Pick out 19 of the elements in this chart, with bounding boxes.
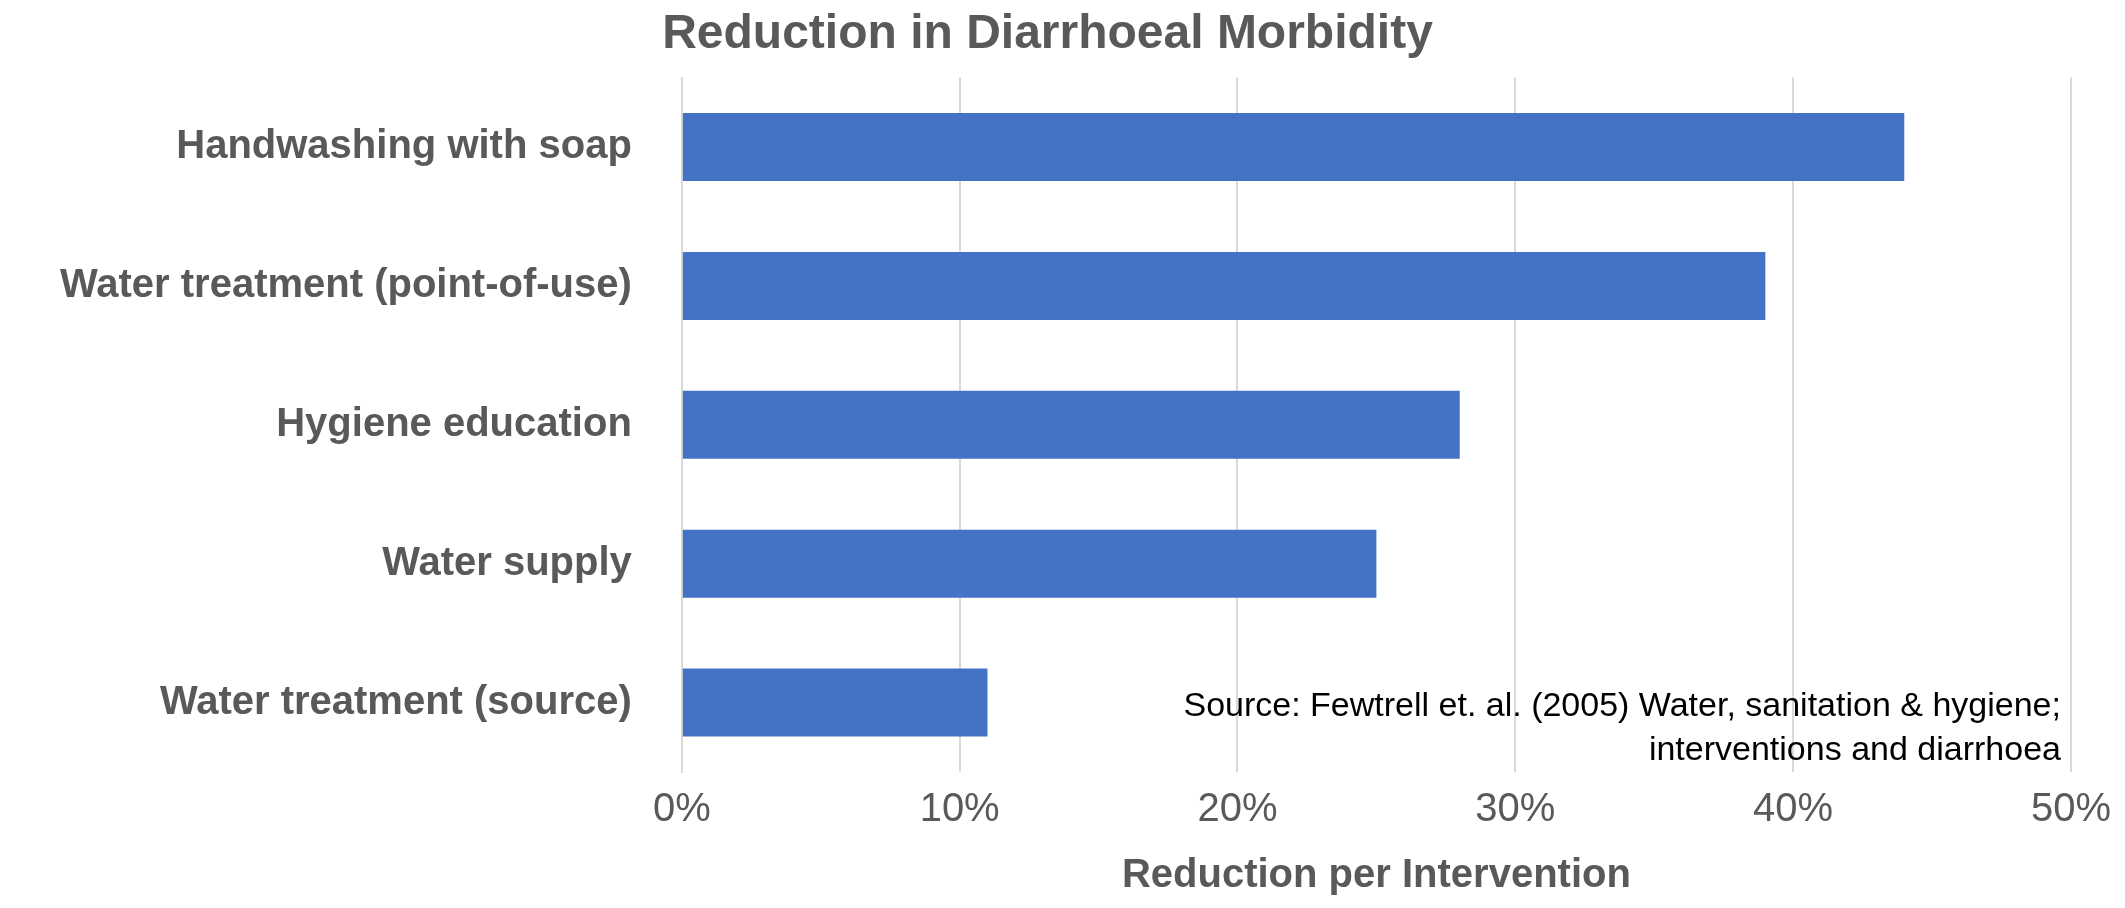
annotation: Source: Fewtrell et. al. (2005) Water, sanitation & hygiene; interventions and diarrhoea xyxy=(1183,685,2062,767)
y-tick-label: Water treatment (source) xyxy=(159,677,632,722)
y-tick-label: Water supply xyxy=(382,538,633,583)
x-tick-label: 50% xyxy=(2030,785,2111,830)
x-tick-label: 20% xyxy=(1197,785,1278,830)
x-tick-label: 30% xyxy=(1475,785,1556,830)
chart-title: Reduction in Diarrhoeal Morbidity xyxy=(662,5,1434,59)
bar xyxy=(682,668,988,737)
x-tick-label: 0% xyxy=(652,785,711,830)
x-axis-title: Reduction per Intervention xyxy=(1121,851,1631,896)
bar xyxy=(682,390,1460,459)
x-tick-label: 40% xyxy=(1753,785,1834,830)
x-tick-label: 10% xyxy=(919,785,1000,830)
bar xyxy=(682,113,1905,182)
y-tick-label: Hygiene education xyxy=(276,399,632,444)
bar xyxy=(682,251,1766,320)
bar xyxy=(682,529,1377,598)
y-tick-label: Handwashing with soap xyxy=(176,122,632,167)
y-tick-label: Water treatment (point-of-use) xyxy=(59,260,632,305)
